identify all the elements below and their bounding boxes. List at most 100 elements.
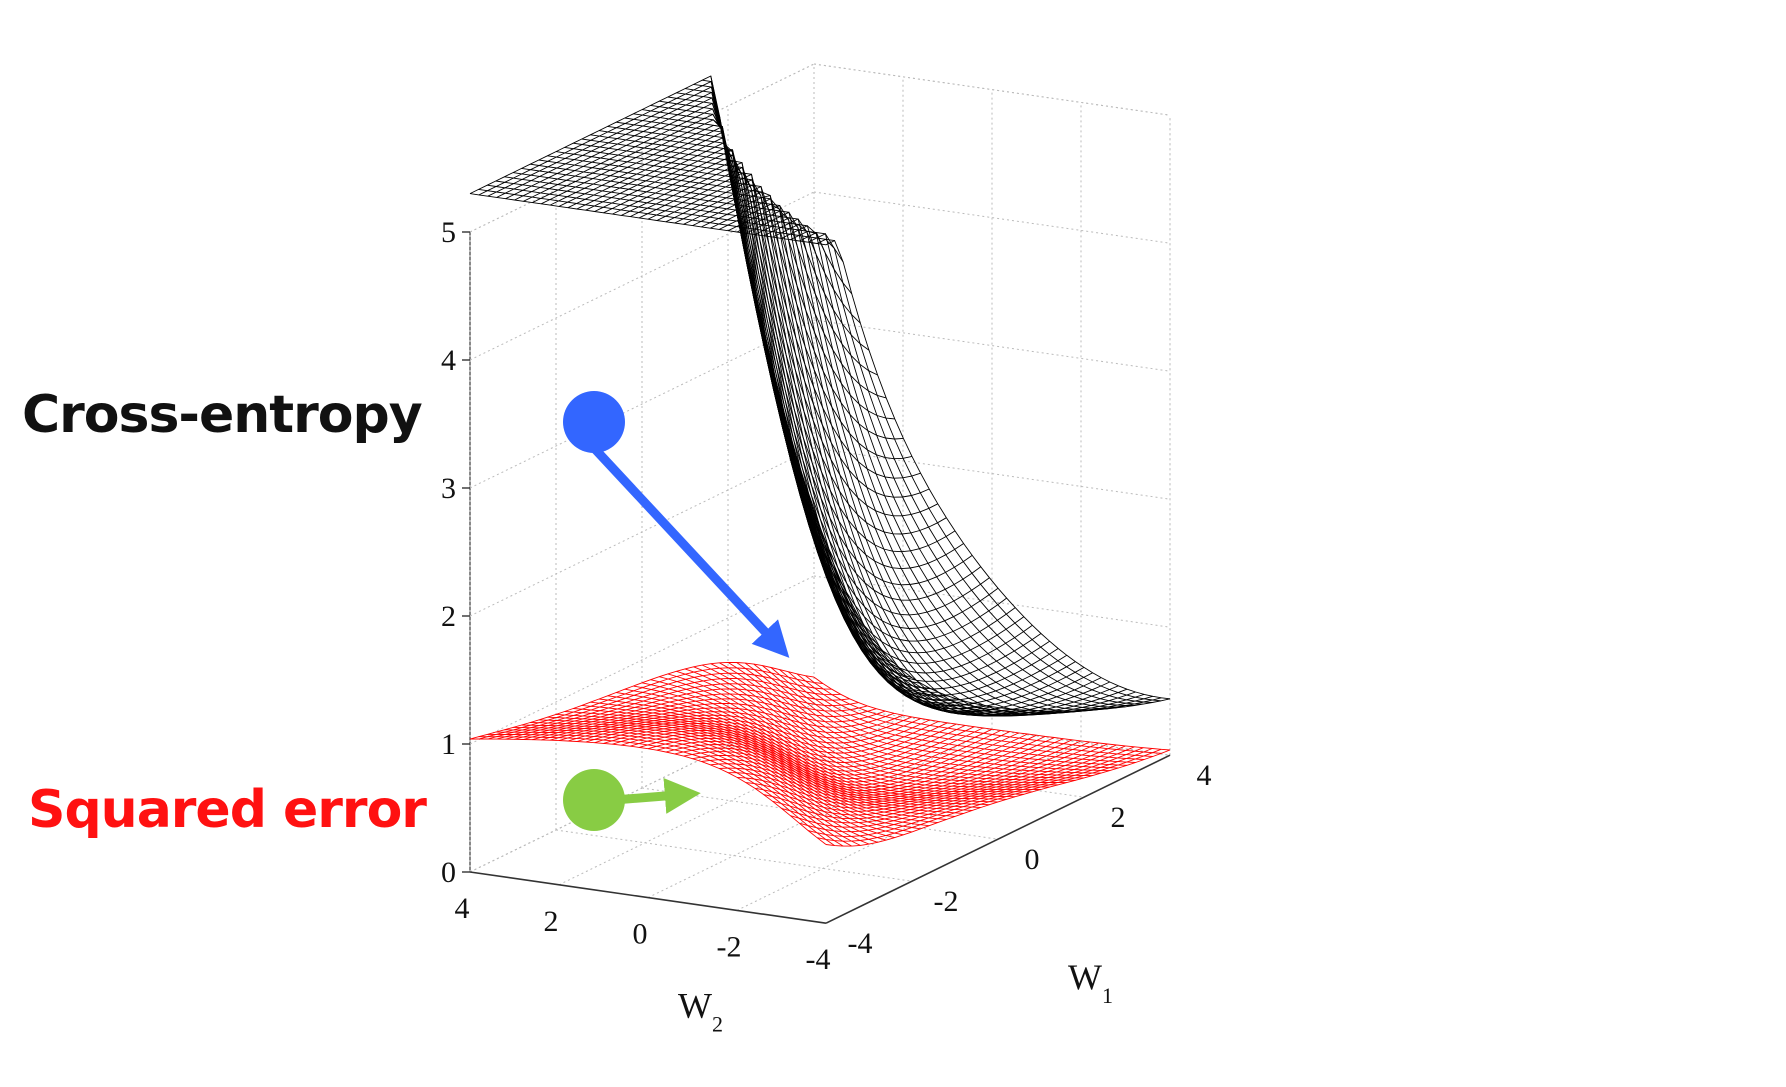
z-tick-label: 4 xyxy=(441,344,456,377)
squared-error-mesh-gridline xyxy=(693,666,1050,788)
cross-entropy-mesh-gridline xyxy=(478,80,824,536)
squared-error-mesh-gridline xyxy=(585,719,930,749)
squared-error-mesh-gridline xyxy=(576,717,921,744)
squared-error-mesh-gridline xyxy=(744,662,1102,774)
squared-error-start-dot xyxy=(563,769,625,831)
cross-entropy-mesh-gridline xyxy=(469,75,815,509)
squared-error-mesh-gridline xyxy=(779,669,1136,763)
cross-entropy-start-dot xyxy=(563,391,625,453)
floor-gridline xyxy=(469,703,815,873)
w2-tick-label: 0 xyxy=(633,918,648,951)
squared-error-mesh-gridline xyxy=(487,733,844,847)
squared-error-mesh-gridline xyxy=(762,665,1119,769)
squared-error-mesh-gridline xyxy=(505,683,850,740)
cross-entropy-mesh-gridline xyxy=(607,125,964,570)
squared-error-mesh-gridline xyxy=(638,727,984,776)
w1-tick-label: 4 xyxy=(1197,759,1212,792)
w2-axis-line xyxy=(469,871,827,924)
floor-gridline xyxy=(736,741,1082,911)
squared-error-mesh-gridline xyxy=(753,663,1110,772)
w1-axis-subscript: 1 xyxy=(1102,983,1113,1008)
squared-error-mesh-gridline xyxy=(567,714,913,742)
squared-error-mesh-gridline xyxy=(676,670,1033,793)
squared-error-mesh-gridline xyxy=(787,671,1145,760)
left-wall-gridline xyxy=(469,319,815,489)
squared-error-mesh-gridline xyxy=(532,698,877,741)
squared-error-mesh-gridline xyxy=(736,662,1093,777)
axes-back xyxy=(469,63,1171,924)
w2-tick-label: 4 xyxy=(455,892,470,925)
z-tick-label: 3 xyxy=(441,472,456,505)
cross-entropy-mesh-gridline xyxy=(487,86,833,560)
squared-error-mesh-gridline xyxy=(710,663,1067,784)
squared-error-mesh-gridline xyxy=(514,688,859,740)
squared-error-mesh-gridline xyxy=(594,720,939,754)
left-wall-gridline xyxy=(469,575,815,745)
squared-error-mesh-gridline xyxy=(684,668,1042,790)
squared-error-mesh-gridline xyxy=(805,675,1162,754)
squared-error-mesh-gridline xyxy=(796,673,1153,757)
cross-entropy-mesh-gridline xyxy=(674,184,1019,716)
cross-entropy-mesh-gridline xyxy=(505,97,850,600)
cross-entropy-mesh-gridline xyxy=(496,91,842,581)
w1-tick-label: -2 xyxy=(934,885,959,918)
squared-error-mesh-gridline xyxy=(647,728,993,780)
cross-entropy-gradient-arrow xyxy=(589,443,790,658)
w2-axis-title: W xyxy=(678,986,712,1026)
cross-entropy-mesh-gridline xyxy=(598,130,956,553)
squared-error-surface xyxy=(469,661,1171,847)
squared-error-mesh-gridline xyxy=(478,667,823,740)
squared-error-mesh-gridline xyxy=(541,702,886,741)
squared-error-mesh-gridline xyxy=(813,676,1171,751)
cross-entropy-mesh-gridline xyxy=(761,324,1119,717)
z-tick-label: 2 xyxy=(441,600,456,633)
w1-axis-title: W xyxy=(1068,957,1102,997)
squared-error-mesh-gridline xyxy=(630,726,975,772)
w1-tick-label: 2 xyxy=(1111,801,1126,834)
squared-error-mesh-gridline xyxy=(612,723,957,763)
w2-tick-label: -2 xyxy=(717,930,742,963)
squared-error-mesh-gridline xyxy=(549,707,895,741)
z-tick-label: 5 xyxy=(441,216,456,249)
squared-error-mesh-gridline xyxy=(770,667,1128,766)
squared-error-mesh-gridline xyxy=(558,711,904,742)
squared-error-mesh-gridline xyxy=(702,664,1059,786)
squared-error-mesh-gridline xyxy=(659,676,1016,798)
squared-error-mesh-gridline xyxy=(523,693,868,740)
squared-error-mesh-gridline xyxy=(727,662,1084,779)
cross-entropy-mesh-gridline xyxy=(512,172,870,351)
squared-error-mesh-gridline xyxy=(719,662,1076,781)
cross-entropy-mesh-gridline xyxy=(770,361,1128,717)
squared-error-mesh-gridline xyxy=(487,672,832,740)
cross-entropy-mesh-gridline xyxy=(495,180,853,295)
cross-entropy-mesh-gridline xyxy=(799,231,1144,705)
squared-error-mesh-gridline xyxy=(650,679,1007,800)
cross-entropy-mesh-gridline xyxy=(813,508,1171,712)
squared-error-mesh-gridline xyxy=(603,722,948,759)
cross-entropy-mesh-gridline xyxy=(665,179,1010,715)
w1-tick-label: -4 xyxy=(848,927,873,960)
z-tick-label: 1 xyxy=(441,728,456,761)
cross-entropy-mesh-gridline xyxy=(514,102,859,617)
w2-axis-subscript: 2 xyxy=(712,1012,723,1037)
w2-tick-label: -4 xyxy=(806,943,831,976)
squared-error-mesh-gridline xyxy=(621,724,966,768)
squared-error-mesh-gridline xyxy=(496,678,841,740)
cross-entropy-mesh-gridline xyxy=(523,108,868,631)
cross-entropy-surface xyxy=(469,75,1171,717)
cross-entropy-label: Cross-entropy xyxy=(22,385,423,445)
cross-entropy-mesh-gridline xyxy=(779,395,1136,717)
squared-error-mesh-gridline xyxy=(469,661,815,740)
squared-error-gradient-arrow xyxy=(609,778,701,814)
cross-entropy-mesh-gridline xyxy=(796,457,1153,715)
cross-entropy-mesh-gridline xyxy=(656,173,1001,714)
cross-entropy-mesh-gridline xyxy=(676,92,1033,674)
w1-axis-line xyxy=(825,754,1171,924)
cross-entropy-mesh-gridline xyxy=(825,239,1171,700)
squared-error-label: Squared error xyxy=(28,780,427,840)
w1-tick-label: 0 xyxy=(1025,843,1040,876)
cross-entropy-mesh-gridline xyxy=(763,218,1108,711)
